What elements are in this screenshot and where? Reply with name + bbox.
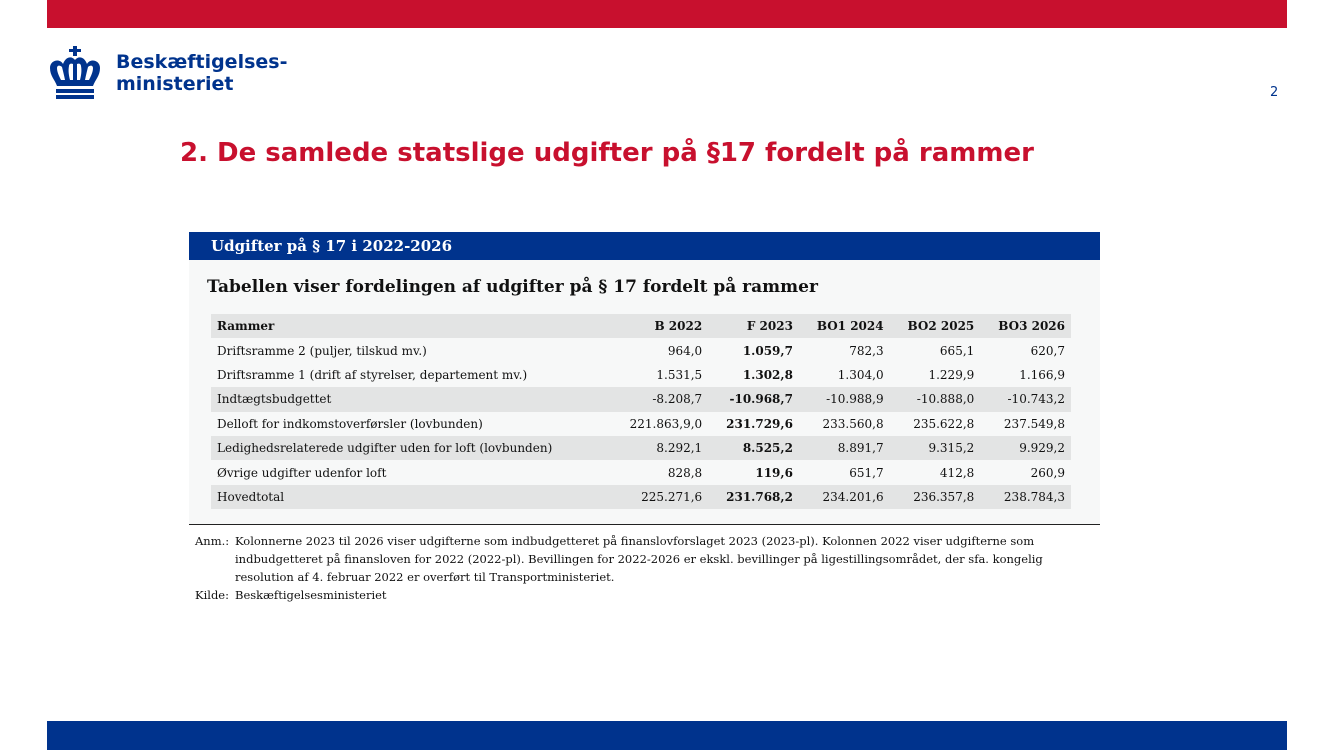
column-header: B 2022 — [610, 314, 709, 339]
table-cell: 782,3 — [849, 343, 884, 358]
table-cell: 665,1 — [939, 343, 975, 358]
table-header-row: Rammer B 2022 F 2023 BO1 2024 BO2 2025 B… — [211, 314, 1071, 339]
row-label: Driftsramme 1 (drift af styrelser, depar… — [217, 367, 528, 382]
table-cell: 231.768,2 — [708, 484, 799, 510]
table-cell: 8.525,2 — [708, 435, 799, 461]
table-row: Driftsramme 2 (puljer, tilskud mv.) 964,… — [211, 338, 1071, 362]
table-row: Øvrige udgifter udenfor loft 828,8 119,6… — [211, 460, 1071, 484]
column-header: BO1 2024 — [798, 314, 890, 339]
table-cell: 8.891,7 — [798, 435, 890, 461]
table-cell: 237.549,8 — [1003, 416, 1065, 431]
table-row: Driftsramme 1 (drift af styrelser, depar… — [211, 363, 1071, 387]
column-header: BO2 2025 — [889, 314, 981, 339]
table-cell: 651,7 — [849, 465, 884, 480]
table-cell: 964,0 — [667, 343, 703, 358]
expenditure-table: Rammer B 2022 F 2023 BO1 2024 BO2 2025 B… — [211, 314, 1071, 510]
row-label: Indtægtsbudgettet — [211, 387, 611, 412]
row-label: Driftsramme 2 (puljer, tilskud mv.) — [217, 343, 427, 358]
note-source: Kilde: Beskæftigelsesministeriet — [195, 586, 1085, 604]
ministry-logo: Beskæftigelses- ministeriet — [46, 46, 287, 100]
crown-icon — [50, 46, 100, 99]
table-cell: 1.302,8 — [742, 367, 793, 382]
source-label: Kilde: — [195, 588, 229, 602]
table-cell: 1.229,9 — [928, 367, 975, 382]
table-cell: 620,7 — [1030, 343, 1065, 358]
row-label: Hovedtotal — [211, 484, 611, 510]
table-cell: 9.315,2 — [889, 435, 981, 461]
table-cell: 1.304,0 — [837, 367, 884, 382]
table-cell: -10.988,9 — [798, 387, 890, 412]
column-header: BO3 2026 — [980, 314, 1071, 339]
table-cell: -10.888,0 — [889, 387, 981, 412]
logo-wordmark: Beskæftigelses- ministeriet — [116, 51, 287, 95]
table-cell: 828,8 — [667, 465, 703, 480]
row-label: Delloft for indkomstoverførsler (lovbund… — [217, 416, 483, 431]
logo-line-2: ministeriet — [116, 73, 234, 95]
table-cell: 236.357,8 — [889, 484, 981, 510]
table-cell: -10.968,7 — [708, 387, 799, 412]
source-text: Beskæftigelsesministeriet — [235, 588, 387, 602]
table-notes: Anm.: Kolonnerne 2023 til 2026 viser udg… — [195, 532, 1085, 604]
table-cell: 260,9 — [1030, 465, 1065, 480]
table-cell: 238.784,3 — [980, 484, 1071, 510]
table-cell: 9.929,2 — [980, 435, 1071, 461]
table-cell: -8.208,7 — [610, 387, 709, 412]
note-annotation: Anm.: Kolonnerne 2023 til 2026 viser udg… — [195, 532, 1085, 586]
row-label: Øvrige udgifter udenfor loft — [217, 465, 387, 480]
panel-header: Udgifter på § 17 i 2022-2026 — [189, 232, 1100, 260]
top-accent-bar — [47, 0, 1287, 28]
note-text: Kolonnerne 2023 til 2026 viser udgiftern… — [235, 534, 1043, 584]
row-label: Ledighedsrelaterede udgifter uden for lo… — [211, 435, 611, 461]
table-cell: 412,8 — [939, 465, 975, 480]
panel-subtitle: Tabellen viser fordelingen af udgifter p… — [207, 277, 818, 297]
note-label: Anm.: — [195, 534, 230, 548]
table-cell: 1.059,7 — [742, 343, 793, 358]
column-header: F 2023 — [708, 314, 799, 339]
table-cell: 8.292,1 — [610, 435, 709, 461]
page-number: 2 — [1270, 85, 1279, 100]
table-cell: 1.531,5 — [656, 367, 703, 382]
table-cell: 231.729,6 — [726, 416, 793, 431]
table-cell: 233.560,8 — [822, 416, 884, 431]
logo-line-1: Beskæftigelses- — [116, 51, 288, 73]
table-row: Indtægtsbudgettet -8.208,7 -10.968,7 -10… — [211, 387, 1071, 412]
table-row: Delloft for indkomstoverførsler (lovbund… — [211, 412, 1071, 436]
table-row: Ledighedsrelaterede udgifter uden for lo… — [211, 435, 1071, 461]
table-cell: 235.622,8 — [913, 416, 975, 431]
bottom-accent-bar — [47, 721, 1287, 750]
column-header: Rammer — [211, 314, 611, 339]
table-panel: Udgifter på § 17 i 2022-2026 Tabellen vi… — [189, 232, 1100, 525]
table-cell: 225.271,6 — [610, 484, 709, 510]
table-total-row: Hovedtotal 225.271,6 231.768,2 234.201,6… — [211, 484, 1071, 510]
table-cell: 234.201,6 — [798, 484, 890, 510]
table-cell: 1.166,9 — [1019, 367, 1065, 382]
table-cell: 119,6 — [755, 465, 793, 480]
slide-title: 2. De samlede statslige udgifter på §17 … — [180, 138, 1034, 168]
table-cell: -10.743,2 — [980, 387, 1071, 412]
table-cell: 221.863,9,0 — [629, 416, 703, 431]
